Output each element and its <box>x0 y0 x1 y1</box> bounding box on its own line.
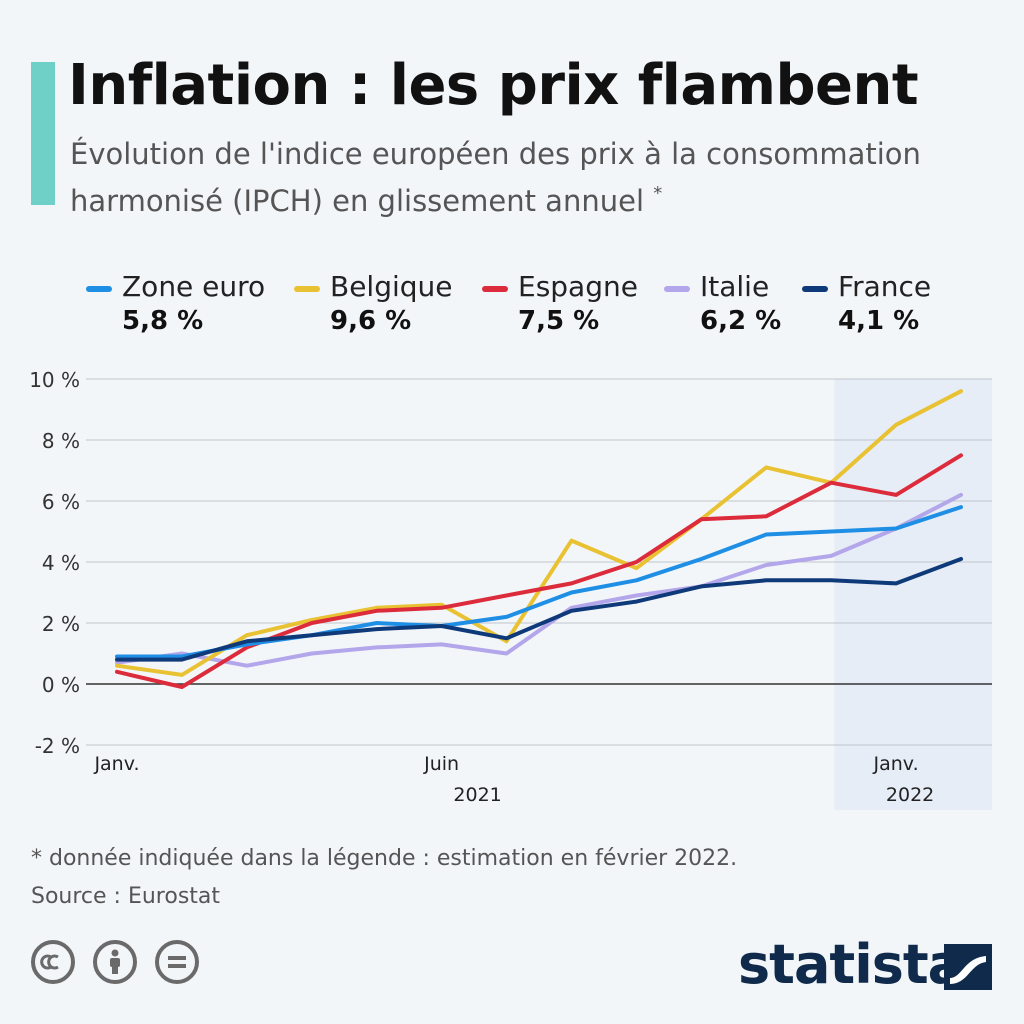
legend-value: 9,6 % <box>330 306 412 336</box>
legend-name: Espagne <box>518 270 638 303</box>
legend-swatch <box>294 286 320 292</box>
chart-title: Inflation : les prix flambent <box>68 53 919 118</box>
legend-name: Zone euro <box>122 270 266 303</box>
no-derivatives-icon <box>155 940 199 984</box>
legend-value: 4,1 % <box>838 306 920 336</box>
y-tick-label: 2 % <box>42 612 80 636</box>
legend: Zone euro 5,8 % Belgique 9,6 % Espagne 7… <box>86 270 986 340</box>
series-line-zone-euro <box>115 505 963 659</box>
series-line-france <box>115 557 963 662</box>
y-tick-label: 6 % <box>42 490 80 514</box>
y-tick-label: 10 % <box>29 368 80 392</box>
subtitle-footnote-mark: * <box>653 183 663 204</box>
attribution-icon <box>93 940 137 984</box>
legend-name: Italie <box>700 270 770 303</box>
legend-swatch <box>482 286 508 292</box>
legend-swatch <box>802 286 828 292</box>
x-tick-label: Janv. <box>93 753 139 775</box>
x-year-label: 2022 <box>886 784 934 806</box>
subtitle-text: Évolution de l'indice européen des prix … <box>70 137 921 218</box>
x-tick-label: Janv. <box>873 753 919 775</box>
legend-value: 7,5 % <box>518 306 600 336</box>
x-year-label: 2021 <box>453 784 501 806</box>
x-tick-label: Juin <box>423 753 459 775</box>
legend-swatch <box>86 286 112 292</box>
forecast-highlight-band <box>834 379 992 810</box>
legend-value: 6,2 % <box>700 306 782 336</box>
brand-logo-icon <box>944 944 992 990</box>
line-chart: 10 % 8 % 6 % 4 % 2 % 0 % -2 % Janv. Juin Janv. 202… <box>29 368 992 810</box>
y-tick-label: 0 % <box>42 673 80 697</box>
legend-name: Belgique <box>330 270 453 303</box>
y-tick-label: 4 % <box>42 551 80 575</box>
y-tick-label: -2 % <box>35 734 80 758</box>
legend-value: 5,8 % <box>122 306 204 336</box>
legend-name: France <box>838 270 932 303</box>
brand-wordmark: statista <box>738 933 964 996</box>
series-line-italie <box>115 492 963 668</box>
brand: statista <box>738 932 1000 1002</box>
footnote: * donnée indiquée dans la légende : esti… <box>31 846 738 871</box>
chart-subtitle: Évolution de l'indice européen des prix … <box>70 134 1000 221</box>
source: Source : Eurostat <box>31 884 221 909</box>
y-tick-label: 8 % <box>42 429 80 453</box>
cc-icon <box>31 940 75 984</box>
accent-bar <box>31 62 55 205</box>
legend-swatch <box>664 286 690 292</box>
